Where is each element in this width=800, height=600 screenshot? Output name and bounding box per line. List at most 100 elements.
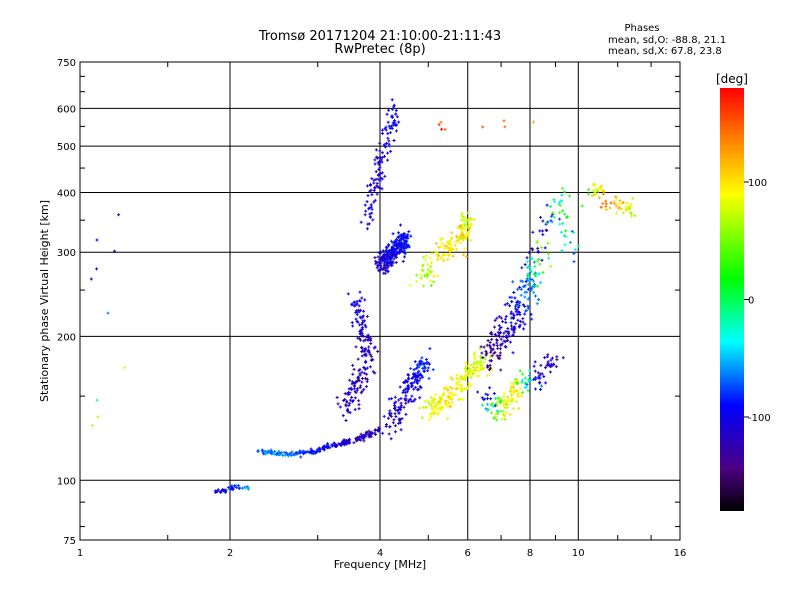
data-point [563,243,567,247]
data-point [408,283,412,287]
data-point [448,405,452,409]
data-point [503,303,507,307]
data-point [404,394,408,398]
data-point [450,231,454,235]
data-point [360,322,364,326]
data-point [472,351,476,355]
data-point [359,316,363,320]
data-point [521,317,525,321]
data-point [423,399,427,403]
data-point [365,380,369,384]
data-point [612,200,616,204]
data-point [512,329,516,333]
data-point [537,374,541,378]
data-point [544,366,548,370]
data-point [410,400,414,404]
data-point [348,378,352,382]
data-point [527,380,531,384]
data-point [393,254,397,258]
data-point [600,184,604,188]
data-point [506,395,510,399]
data-point [387,432,391,436]
data-point [414,377,418,381]
data-point [309,449,313,453]
data-point [510,327,514,331]
data-point [472,365,476,369]
data-point [346,410,350,414]
data-point [463,387,467,391]
data-point [467,382,471,386]
data-point [428,279,432,283]
data-point [369,337,373,341]
data-point [439,408,443,412]
data-point [511,351,515,355]
data-point [490,411,494,415]
data-point [362,309,366,313]
data-point [394,129,398,133]
data-point [493,332,497,336]
data-point [563,212,567,216]
data-point [409,385,413,389]
data-point [277,451,281,455]
data-point [379,251,383,255]
data-point [351,363,355,367]
data-point [419,373,423,377]
data-point [389,239,393,243]
data-point [376,255,380,259]
data-point [352,367,356,371]
data-point [413,397,417,401]
data-point [548,370,552,374]
data-point [541,271,545,275]
data-point [443,128,447,132]
data-point [430,407,434,411]
data-point [407,230,411,234]
data-point [525,308,529,312]
data-point [379,171,383,175]
data-point [430,261,434,265]
data-point [475,374,479,378]
data-point [397,411,401,415]
data-point [367,345,371,349]
data-points [89,98,637,494]
data-point [409,234,413,238]
data-point [455,381,459,385]
data-point [303,451,307,455]
data-point [360,346,364,350]
data-point [597,196,601,200]
data-point [425,274,429,278]
data-point [394,400,398,404]
data-point [381,254,385,258]
data-point [558,222,562,226]
data-point [551,211,555,215]
data-point [428,256,432,260]
data-point [346,407,350,411]
data-point [374,148,378,152]
data-point [503,317,507,321]
data-point [438,406,442,410]
data-point [624,205,628,209]
data-point [417,374,421,378]
data-point [553,200,557,204]
data-point [499,343,503,347]
data-point [422,274,426,278]
data-point [460,214,464,218]
data-point [386,151,390,155]
data-point [476,390,480,394]
data-point [351,400,355,404]
data-point [580,204,584,208]
data-point [440,257,444,261]
data-point [558,203,562,207]
data-point [539,363,543,367]
data-point [506,338,510,342]
data-point [510,393,514,397]
data-point [350,395,354,399]
data-point [523,322,527,326]
data-point [362,439,366,443]
data-point [465,374,469,378]
data-point [523,376,527,380]
data-point [546,361,550,365]
data-point [546,241,550,245]
chart-title: Tromsø 20171204 21:10:00-21:11:43 [258,29,501,44]
data-point [516,287,520,291]
data-point [355,380,359,384]
